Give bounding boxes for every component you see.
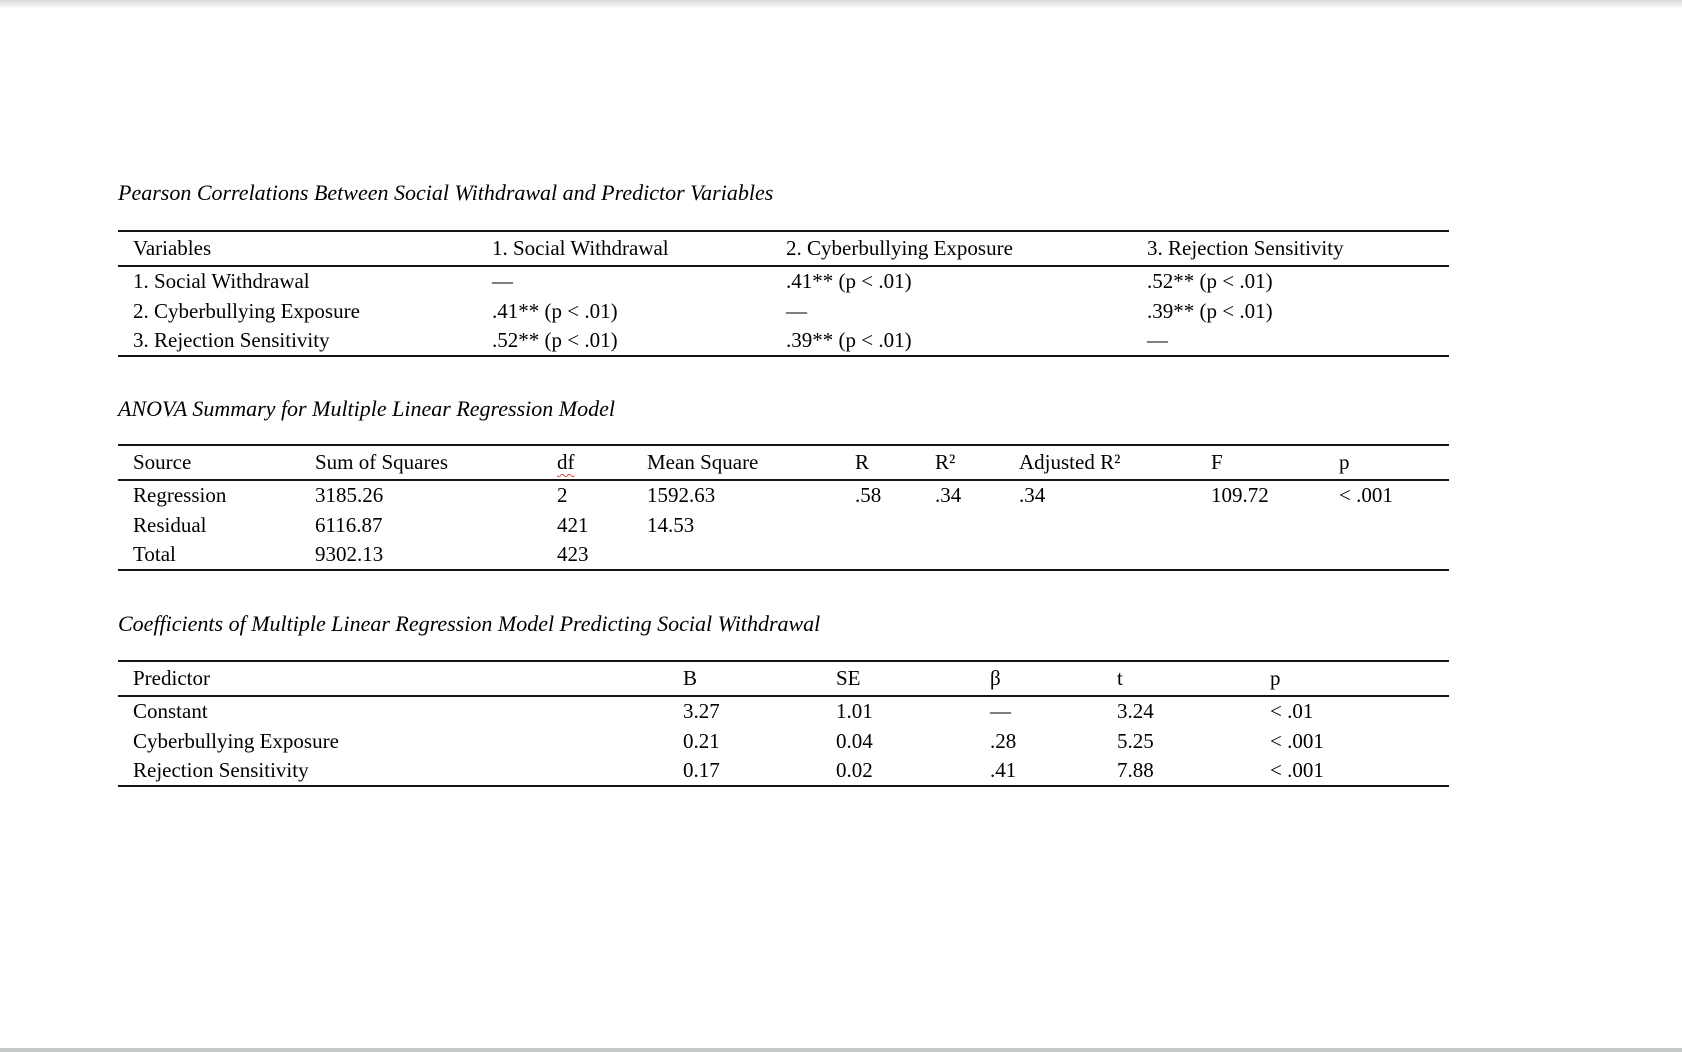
table-cell (1211, 540, 1339, 570)
misspelled-word: df (557, 450, 575, 474)
table-cell (1019, 540, 1211, 570)
column-header: Source (118, 445, 315, 481)
column-header: R² (935, 445, 1019, 481)
table-cell: Constant (133, 699, 208, 723)
table-cell: 9302.13 (315, 542, 384, 566)
table-row: Rejection Sensitivity 0.17 0.02 .41 7.88 < .0… (118, 756, 1449, 786)
table-cell (647, 540, 855, 570)
table-cell: 2. Cyberbullying Exposure (133, 298, 360, 323)
table-cell: < .001 (1270, 758, 1324, 782)
table-cell: Cyberbullying Exposure (133, 728, 339, 753)
table-cell (1339, 510, 1449, 540)
table-row: Regression 3185.26 2 1592.63 .58 .34 .34 109.72… (118, 480, 1449, 510)
table-cell: .39** (p < .01) (1147, 298, 1273, 323)
column-header: t (1117, 661, 1270, 697)
table-cell: .34 (1019, 483, 1046, 507)
column-header: 2. Cyberbullying Exposure (786, 231, 1147, 267)
table-row: 3. Rejection Sensitivity .52** (p < .01).… (118, 326, 1449, 356)
table-cell (1339, 540, 1449, 570)
table-row: Residual 6116.87 421 14.53 (118, 510, 1449, 540)
table-cell (855, 540, 935, 570)
page-bottom-edge (0, 1048, 1682, 1052)
anova-table: Source Sum of Squares df Mean Square R R² Adju… (118, 444, 1449, 571)
table-cell: .41** (p < .01) (492, 298, 618, 323)
table-row: 2. Cyberbullying Exposure .41** (p < .01)… (118, 296, 1449, 326)
column-header: Adjusted R² (1019, 445, 1211, 481)
table-header-row: Source Sum of Squares df Mean Square R R² Adju… (118, 445, 1449, 481)
table-cell: 3.27 (683, 699, 720, 723)
correlations-table-title: Pearson Correlations Between Social With… (118, 180, 774, 205)
table-cell: 14.53 (647, 512, 695, 537)
table-cell: 6116.87 (315, 512, 383, 537)
table-cell: < .001 (1270, 728, 1324, 753)
table-row: 1. Social Withdrawal — .41** (p < .01) .52*… (118, 266, 1449, 296)
anova-table-title: ANOVA Summary for Multiple Linear Regres… (118, 396, 615, 421)
table-cell: Residual (133, 512, 207, 537)
table-header-row: Predictor B SE β t p (118, 661, 1449, 697)
table-cell: 423 (557, 542, 589, 566)
table-cell: 1.01 (836, 699, 873, 723)
table-cell (935, 510, 1019, 540)
column-header: SE (836, 661, 990, 697)
table-cell: < .001 (1339, 483, 1393, 507)
table-cell: — (786, 298, 807, 323)
table-cell: — (492, 269, 513, 293)
table-cell: 0.04 (836, 728, 873, 753)
column-header: Sum of Squares (315, 445, 557, 481)
table-cell: .34 (935, 483, 962, 507)
correlations-table: Variables 1. Social Withdrawal 2. Cyberbul… (118, 230, 1449, 357)
table-cell: 3185.26 (315, 483, 384, 507)
column-header: df (557, 445, 647, 481)
table-row: Cyberbullying Exposure 0.21 0.04 .28 5.25 < .… (118, 726, 1449, 756)
table-cell: .52** (p < .01) (1147, 269, 1273, 293)
column-header: B (683, 661, 836, 697)
table-cell: 109.72 (1211, 483, 1269, 507)
table-header-row: Variables 1. Social Withdrawal 2. Cyberbul… (118, 231, 1449, 267)
table-cell: 1592.63 (647, 483, 716, 507)
table-cell: 3.24 (1117, 699, 1154, 723)
table-cell (1211, 510, 1339, 540)
table-cell: 2 (557, 483, 568, 507)
table-row: Constant 3.27 1.01 — 3.24 < .01 (118, 696, 1449, 726)
table-cell: .58 (855, 483, 882, 507)
page-top-shadow (0, 0, 1682, 9)
column-header: Mean Square (647, 445, 855, 481)
table-cell: .41 (990, 758, 1017, 782)
table-cell: Regression (133, 483, 227, 507)
table-row: Total 9302.13 423 (118, 540, 1449, 570)
table-cell: Rejection Sensitivity (133, 758, 309, 782)
table-cell (1019, 510, 1211, 540)
table-cell: 7.88 (1117, 758, 1154, 782)
column-header: Predictor (118, 661, 683, 697)
column-header: Variables (118, 231, 492, 267)
column-header: β (990, 661, 1117, 697)
table-cell: 1. Social Withdrawal (133, 269, 310, 293)
table-cell: < .01 (1270, 699, 1314, 723)
table-cell: .28 (990, 728, 1017, 753)
table-cell: 0.02 (836, 758, 873, 782)
column-header: F (1211, 445, 1339, 481)
table-cell (935, 540, 1019, 570)
column-header: 1. Social Withdrawal (492, 231, 786, 267)
table-cell: — (990, 699, 1011, 723)
table-cell: .39** (p < .01) (786, 328, 912, 352)
table-cell: 5.25 (1117, 728, 1154, 753)
table-cell: 0.17 (683, 758, 720, 782)
column-header: R (855, 445, 935, 481)
table-cell: 421 (557, 512, 589, 537)
table-cell: Total (133, 542, 176, 566)
table-cell (855, 510, 935, 540)
table-cell: .41** (p < .01) (786, 269, 912, 293)
table-cell: — (1147, 328, 1168, 352)
column-header: 3. Rejection Sensitivity (1147, 231, 1449, 267)
table-cell: 0.21 (683, 728, 720, 753)
coefficients-table-title: Coefficients of Multiple Linear Regressi… (118, 611, 821, 636)
table-cell: 3. Rejection Sensitivity (133, 328, 330, 352)
column-header: p (1270, 661, 1449, 697)
coefficients-table: Predictor B SE β t p Constant 3.27 1.01 — 3.24 < .… (118, 660, 1449, 787)
table-cell: .52** (p < .01) (492, 328, 618, 352)
column-header: p (1339, 445, 1449, 481)
